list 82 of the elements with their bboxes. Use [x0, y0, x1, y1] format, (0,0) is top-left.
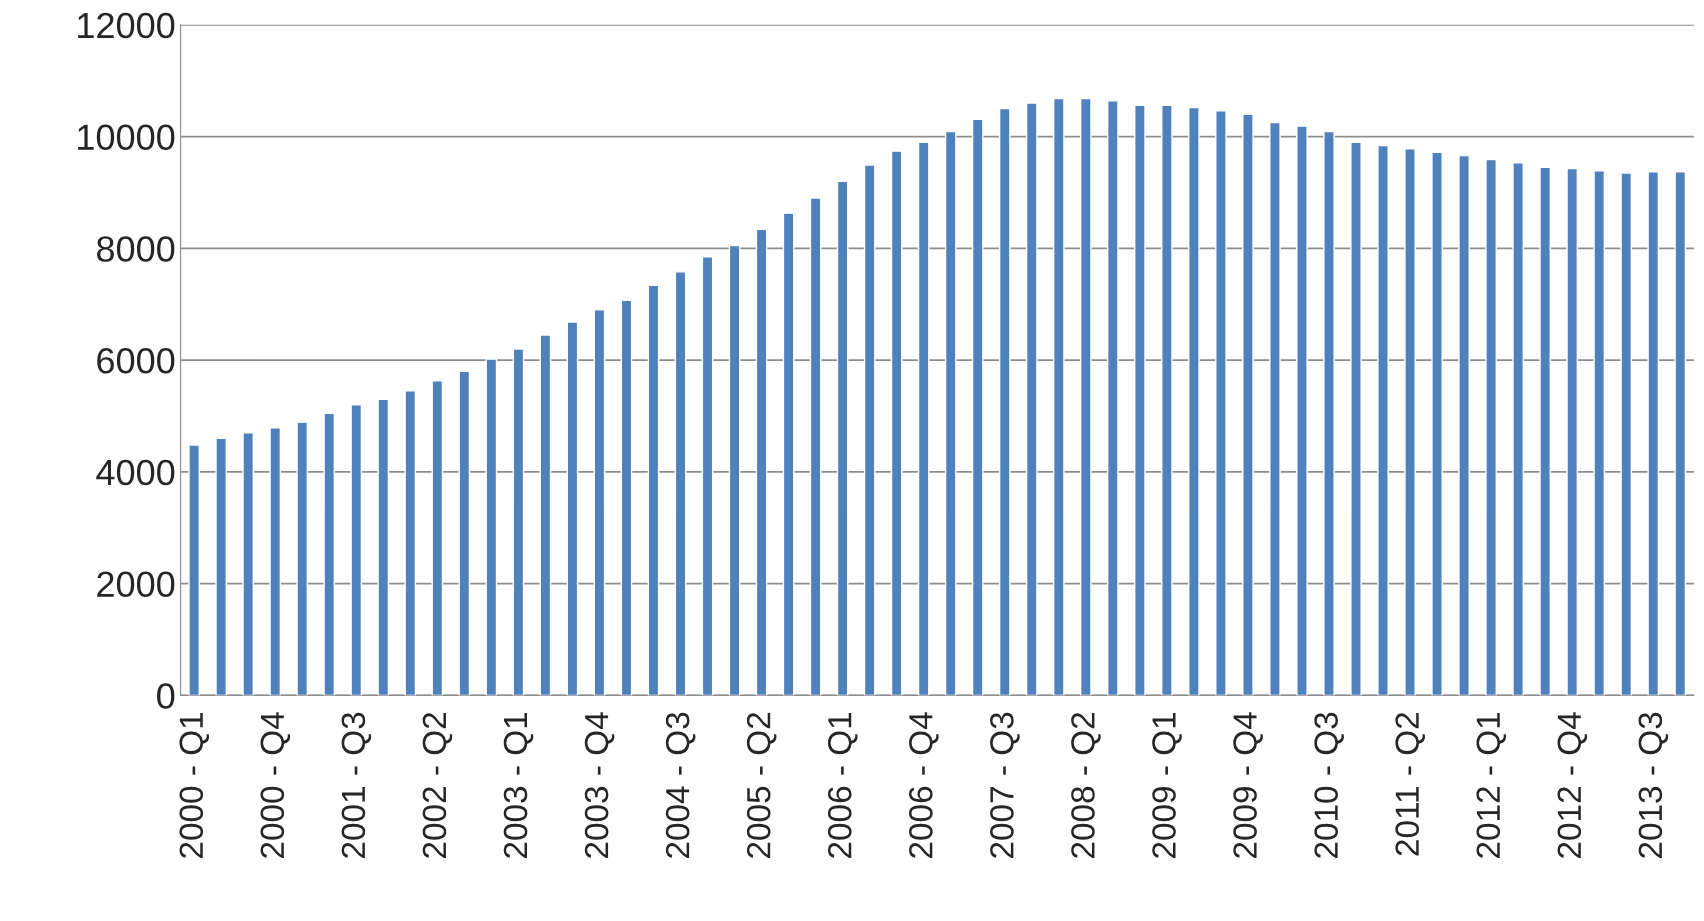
y-tick-label: 12000: [78, 12, 175, 39]
bar: [1269, 121, 1281, 696]
y-tick-label: 4000: [96, 459, 175, 486]
bar: [998, 107, 1011, 696]
y-tick-label: 8000: [97, 236, 175, 262]
x-tick-label: 2012 - Q1: [1476, 712, 1507, 858]
x-tick-label: 2007 - Q3: [990, 712, 1020, 858]
bar: [1350, 141, 1362, 696]
bar: [404, 390, 417, 696]
bar: [1107, 100, 1119, 696]
bar: [1025, 102, 1038, 696]
x-tick-label: 2013 - Q3: [1638, 712, 1669, 858]
x-tick-label: 2000 - Q1: [179, 712, 210, 858]
x-tick-label: 2009 - Q1: [1152, 712, 1182, 858]
bar: [944, 130, 957, 696]
bar: [323, 412, 336, 696]
bar: [566, 321, 579, 696]
bar: [1215, 110, 1227, 696]
bar: [539, 334, 552, 696]
y-tick-label: 0: [157, 683, 175, 709]
y-tick-label: 10000: [78, 124, 175, 151]
y-tick-label: 2000: [97, 571, 175, 598]
bar: [1620, 172, 1633, 696]
x-tick-label: 2003 - Q4: [584, 712, 615, 858]
x-tick-label: 2004 - Q3: [665, 712, 696, 858]
x-tick-label: 2002 - Q2: [422, 712, 453, 858]
bar: [512, 348, 525, 696]
bar: [350, 404, 363, 696]
bar: [1134, 104, 1146, 696]
bar: [431, 380, 444, 696]
x-tick-label: 2008 - Q2: [1071, 712, 1101, 858]
x-tick-label: 2003 - Q1: [503, 712, 534, 858]
bar: [1512, 162, 1524, 696]
bar: [1647, 171, 1660, 696]
x-tick-label: 2006 - Q4: [909, 712, 939, 858]
x-tick-label: 2006 - Q1: [827, 712, 858, 858]
bar: [296, 421, 309, 696]
bar: [863, 164, 876, 696]
bar: [188, 444, 200, 696]
bar: [377, 398, 390, 696]
bar: [1431, 151, 1443, 696]
bar: [701, 256, 714, 696]
x-tick-label: 2012 - Q4: [1557, 712, 1588, 858]
bar: [755, 228, 768, 696]
bar: [1458, 154, 1470, 696]
bar: [1188, 106, 1200, 696]
y-tick-label: 6000: [97, 347, 175, 374]
x-tick-label: 2010 - Q3: [1314, 712, 1344, 858]
bar: [458, 370, 471, 696]
x-tick-label: 2009 - Q4: [1233, 712, 1263, 858]
bar: [647, 284, 660, 696]
x-tick-label: 2000 - Q4: [260, 712, 291, 858]
bar: [1566, 167, 1579, 696]
bar: [1485, 158, 1497, 696]
bar: [620, 299, 633, 696]
bar: [1593, 170, 1606, 696]
bar: [1539, 166, 1551, 696]
bar: [593, 309, 606, 696]
bar: [890, 150, 903, 696]
bar: [1323, 130, 1335, 696]
bar: [1404, 148, 1416, 696]
bar: [1242, 113, 1254, 696]
x-tick-label: 2011 - Q2: [1395, 712, 1425, 856]
bar: [1296, 125, 1308, 696]
bar: [728, 244, 741, 696]
bar: [836, 180, 849, 696]
bar: [1052, 97, 1065, 696]
bar: [782, 212, 795, 696]
bar: [485, 358, 498, 696]
bar: [1161, 104, 1173, 696]
bar: [1079, 97, 1092, 696]
x-tick-label: 2005 - Q2: [746, 712, 777, 858]
bar: [242, 432, 255, 696]
bar: [215, 437, 227, 696]
bar: [809, 197, 822, 696]
bar: [971, 118, 984, 696]
bar: [269, 427, 282, 696]
bar: [1674, 171, 1687, 696]
x-tick-label: 2001 - Q3: [341, 712, 372, 858]
bar: [917, 141, 930, 696]
bar: [1377, 144, 1389, 696]
bar: [674, 271, 687, 696]
